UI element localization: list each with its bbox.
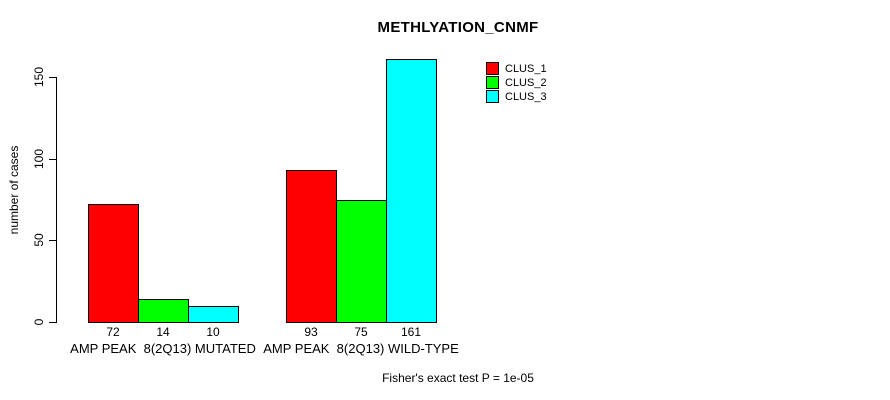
bar-value-label: 14	[156, 325, 170, 339]
bar-clus_3-group2	[386, 59, 437, 323]
bar-value-label: 75	[354, 325, 368, 339]
legend-label: CLUS_1	[505, 62, 547, 75]
y-axis-tick	[49, 322, 56, 323]
legend-label: CLUS_3	[505, 90, 547, 103]
category-label: AMP PEAK 8(2Q13) WILD-TYPE	[263, 341, 459, 356]
legend-swatch-clus_2	[486, 76, 499, 89]
bar-clus_2-group2	[336, 199, 387, 323]
chart-title: METHLYATION_CNMF	[377, 19, 539, 36]
bar-clus_2-group1	[138, 299, 189, 323]
legend-swatch-clus_1	[486, 62, 499, 75]
legend-row: CLUS_3	[486, 90, 547, 103]
legend-row: CLUS_1	[486, 62, 547, 75]
y-axis-tick	[49, 240, 56, 241]
bar-clus_3-group1	[188, 305, 239, 323]
legend-row: CLUS_2	[486, 76, 547, 89]
bar-value-label: 72	[106, 325, 120, 339]
y-axis-title: number of cases	[7, 145, 21, 235]
bar-value-label: 10	[206, 325, 220, 339]
legend-label: CLUS_2	[505, 76, 547, 89]
statistical-test-note: Fisher's exact test P = 1e-05	[382, 371, 534, 385]
y-axis-tick	[49, 77, 56, 78]
y-axis-tick-label: 100	[32, 148, 46, 169]
y-axis-tick-label: 50	[32, 233, 46, 248]
y-axis-line	[56, 77, 57, 323]
y-axis-tick-label: 150	[32, 66, 46, 88]
bar-value-label: 93	[304, 325, 318, 339]
legend-swatch-clus_3	[486, 90, 499, 103]
legend: CLUS_1 CLUS_2 CLUS_3	[486, 62, 547, 104]
bar-value-label: 161	[400, 325, 422, 339]
y-axis-tick	[49, 159, 56, 160]
bar-clus_1-group1	[88, 204, 139, 323]
bar-clus_1-group2	[286, 170, 337, 323]
y-axis-tick-label: 0	[32, 318, 46, 326]
category-label: AMP PEAK 8(2Q13) MUTATED	[70, 341, 256, 356]
